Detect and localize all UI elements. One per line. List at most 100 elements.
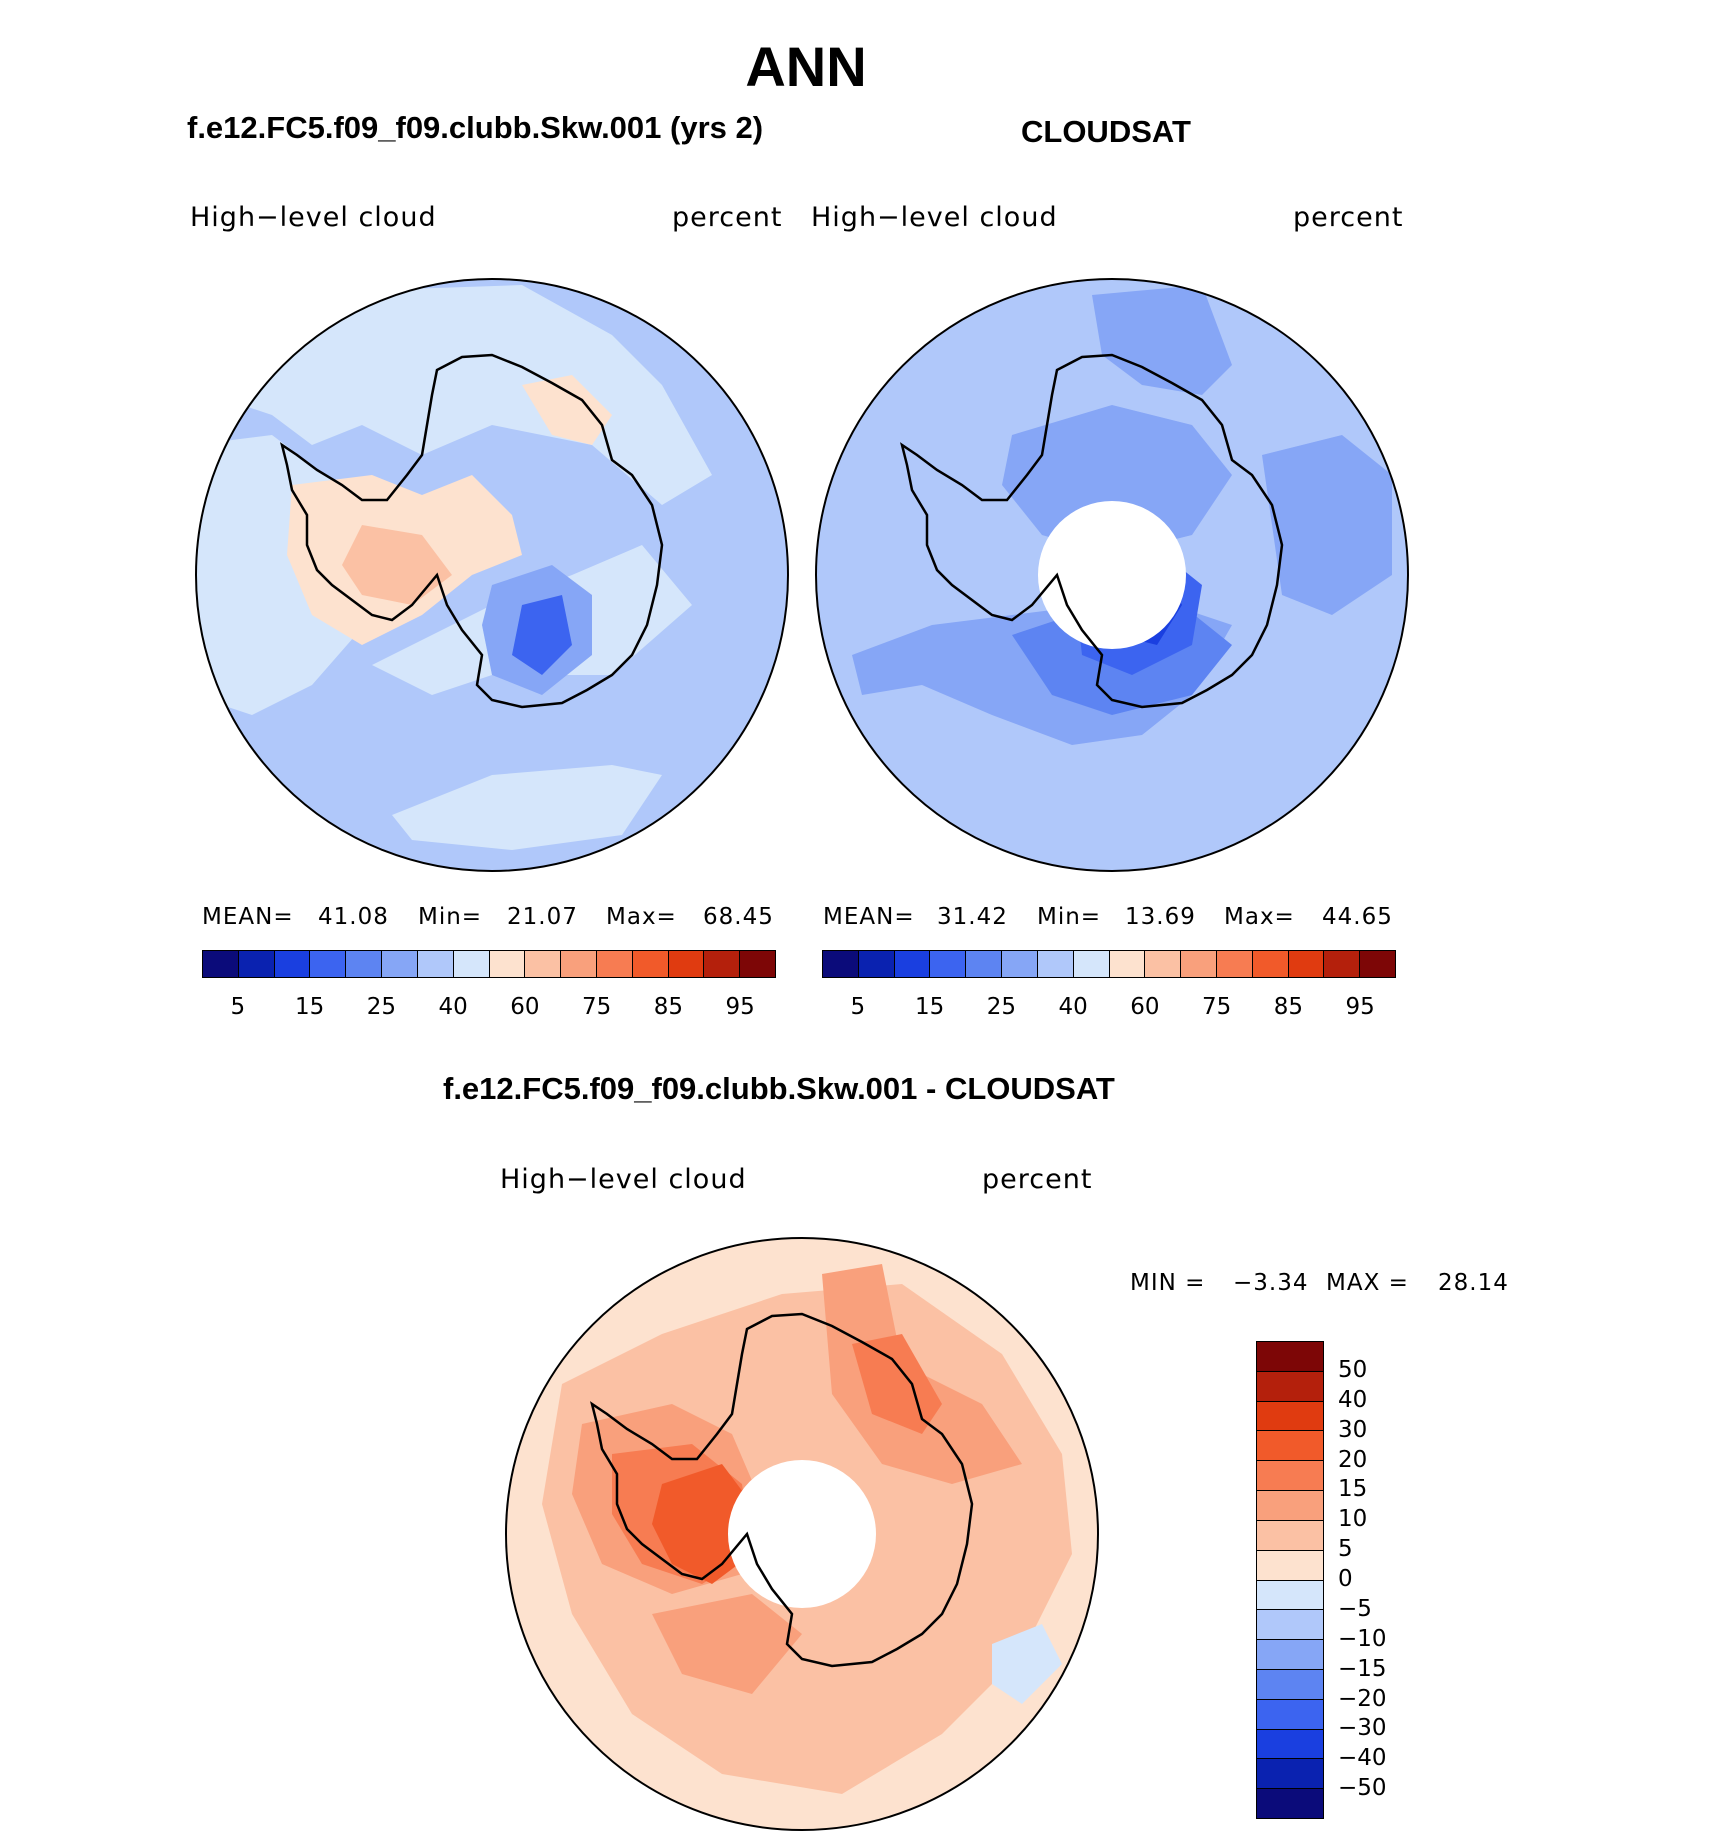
obs-polar-map xyxy=(815,278,1409,872)
diff-colorbar-tick-label: −50 xyxy=(1338,1775,1387,1802)
diff-variable-label: High−level cloud xyxy=(500,1164,747,1195)
diff-field-level4-core xyxy=(652,1464,752,1584)
obs-colorbar-swatch xyxy=(1145,951,1182,977)
obs-colorbar-tick-label: 25 xyxy=(986,994,1017,1020)
obs-colorbar-tick-label: 40 xyxy=(1058,994,1088,1020)
obs-max-label: Max= xyxy=(1224,904,1295,930)
diff-colorbar-tick-label: 30 xyxy=(1338,1416,1368,1443)
diff-colorbar-tick-label: 0 xyxy=(1338,1566,1353,1592)
diff-colorbar-tick-label: −20 xyxy=(1338,1685,1387,1712)
diff-colorbar-tick-label: −40 xyxy=(1338,1745,1387,1772)
obs-colorbar-swatch xyxy=(1324,951,1361,977)
diff-colorbar-swatch xyxy=(1257,1669,1323,1700)
model-colorbar-swatch xyxy=(346,951,383,977)
obs-colorbar-swatch xyxy=(1037,951,1074,977)
model-colorbar-swatch xyxy=(417,951,454,977)
obs-colorbar-swatch xyxy=(1252,951,1289,977)
obs-colorbar-swatch xyxy=(1288,951,1325,977)
obs-variable-label: High−level cloud xyxy=(811,202,1058,233)
model-colorbar-swatch xyxy=(489,951,526,977)
obs-antarctica-coastline xyxy=(900,353,1284,709)
diff-colorbar-tick-label: −10 xyxy=(1338,1625,1387,1652)
obs-colorbar-swatch xyxy=(966,951,1003,977)
diff-polar-map xyxy=(505,1237,1099,1831)
obs-colorbar-swatch xyxy=(894,951,931,977)
obs-map-boundary xyxy=(815,278,1409,872)
diff-field-level2-south xyxy=(652,1594,802,1694)
model-colorbar-tick-label: 85 xyxy=(653,994,684,1020)
diff-colorbar-tick-label: −15 xyxy=(1338,1655,1387,1682)
obs-colorbar-tick-label: 5 xyxy=(850,994,866,1020)
diff-map-boundary xyxy=(505,1237,1099,1831)
diff-max-label: MAX = xyxy=(1326,1270,1409,1296)
diff-colorbar-swatch xyxy=(1257,1789,1323,1818)
model-panel-title: f.e12.FC5.f09_f09.clubb.Skw.001 (yrs 2) xyxy=(187,110,764,145)
diff-colorbar-swatch xyxy=(1257,1401,1323,1432)
diff-colorbar-tick-label: 10 xyxy=(1338,1506,1368,1533)
diff-field-cool-patch xyxy=(992,1624,1062,1704)
model-polar-map xyxy=(195,278,789,872)
model-colorbar-tick-label: 40 xyxy=(438,994,468,1020)
model-min-value: 21.07 xyxy=(507,904,578,930)
obs-colorbar-swatch xyxy=(823,951,859,977)
model-field-pale-region-north xyxy=(212,285,712,505)
obs-colorbar-swatch xyxy=(1002,951,1038,977)
obs-colorbar-swatch xyxy=(1109,951,1146,977)
diff-colorbar-swatch xyxy=(1257,1759,1323,1790)
model-colorbar-swatch xyxy=(525,951,562,977)
model-colorbar-swatch xyxy=(453,951,490,977)
obs-max-value: 44.65 xyxy=(1322,904,1393,930)
model-field-warm-core xyxy=(342,525,452,605)
diff-colorbar-swatch xyxy=(1257,1699,1323,1730)
obs-min-label: Min= xyxy=(1037,904,1102,930)
diff-colorbar-swatch xyxy=(1257,1461,1323,1492)
model-colorbar-tick-label: 60 xyxy=(510,994,540,1020)
obs-colorbar-tick-label: 60 xyxy=(1130,994,1160,1020)
diff-panel-title: f.e12.FC5.f09_f09.clubb.Skw.001 - CLOUDS… xyxy=(443,1071,1115,1106)
obs-polar-gap xyxy=(1038,501,1186,649)
obs-field-mid-east xyxy=(1262,435,1392,615)
diff-colorbar-tick-label: −5 xyxy=(1338,1595,1372,1622)
model-map-boundary xyxy=(195,278,789,872)
model-colorbar-swatch xyxy=(704,951,741,977)
model-antarctica-coastline xyxy=(280,353,664,709)
model-max-value: 68.45 xyxy=(703,904,774,930)
diff-max-value: 28.14 xyxy=(1438,1270,1509,1296)
diff-colorbar-swatch xyxy=(1257,1580,1323,1611)
model-field-pale-band-bottom xyxy=(392,765,662,850)
model-min-label: Min= xyxy=(418,904,483,930)
diff-min-label: MIN = xyxy=(1130,1270,1206,1296)
obs-panel-title: CLOUDSAT xyxy=(1021,114,1191,149)
diff-colorbar-swatch xyxy=(1257,1431,1323,1462)
obs-min-value: 13.69 xyxy=(1125,904,1196,930)
obs-colorbar-swatch xyxy=(1073,951,1110,977)
obs-units-label: percent xyxy=(1293,202,1404,233)
diff-colorbar-swatch xyxy=(1257,1729,1323,1760)
model-units-label: percent xyxy=(672,202,783,233)
model-colorbar-swatch xyxy=(274,951,311,977)
obs-colorbar-tick-label: 75 xyxy=(1201,994,1232,1020)
obs-colorbar-swatch xyxy=(1181,951,1217,977)
diff-colorbar-swatch xyxy=(1257,1610,1323,1641)
diff-polar-gap xyxy=(728,1460,876,1608)
obs-field-mid-north xyxy=(1092,285,1232,395)
diff-colorbar xyxy=(1256,1341,1324,1819)
diff-colorbar-tick-label: 50 xyxy=(1338,1356,1368,1383)
model-mean-value: 41.08 xyxy=(318,904,389,930)
model-colorbar-swatch xyxy=(668,951,705,977)
model-colorbar-tick-label: 25 xyxy=(366,994,397,1020)
diff-units-label: percent xyxy=(982,1164,1093,1195)
model-field-warm-patch-east xyxy=(522,375,612,445)
obs-mean-value: 31.42 xyxy=(937,904,1008,930)
model-max-label: Max= xyxy=(606,904,677,930)
diff-colorbar-swatch xyxy=(1257,1520,1323,1551)
diff-colorbar-tick-label: 5 xyxy=(1338,1536,1353,1563)
diff-colorbar-swatch xyxy=(1257,1491,1323,1521)
model-colorbar xyxy=(202,950,776,978)
model-colorbar-swatch xyxy=(203,951,239,977)
model-variable-label: High−level cloud xyxy=(190,202,437,233)
obs-field-mid-center xyxy=(1002,405,1232,555)
figure-title: ANN xyxy=(745,35,867,98)
diff-antarctica-coastline xyxy=(590,1312,974,1668)
model-colorbar-swatch xyxy=(310,951,347,977)
